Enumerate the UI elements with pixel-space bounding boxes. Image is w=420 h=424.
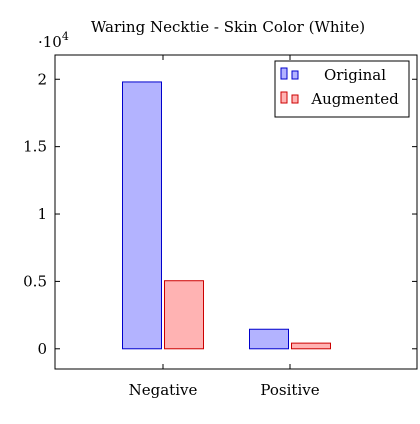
y-tick-label: 1 <box>37 205 47 223</box>
legend-label-augmented: Augmented <box>310 90 399 108</box>
legend-swatch <box>291 70 299 80</box>
y-tick-label: 0.5 <box>23 272 47 290</box>
x-tick-label-positive: Positive <box>260 381 319 399</box>
bar-augmented-positive <box>291 342 331 350</box>
legend-swatch <box>291 94 299 104</box>
x-tick-label-negative: Negative <box>129 381 198 399</box>
y-tick-label: 1.5 <box>23 138 47 156</box>
legend-box <box>274 60 410 118</box>
y-scale-label: ·104 <box>38 30 69 51</box>
bar-original-negative <box>122 81 162 350</box>
legend-swatch <box>280 91 288 104</box>
y-tick-label: 0 <box>37 340 47 358</box>
bar-augmented-negative <box>164 280 204 350</box>
axes-frame <box>54 54 418 370</box>
bar-original-positive <box>249 328 289 350</box>
legend-label-original: Original <box>324 66 386 84</box>
chart-title: Waring Necktie - Skin Color (White) <box>91 18 365 36</box>
plot-area: 0 0.5 1 1.5 2 Negative Positive <box>23 54 418 399</box>
y-tick-label: 2 <box>37 70 47 88</box>
legend: Original Augmented <box>274 60 410 118</box>
legend-swatch <box>280 67 288 80</box>
